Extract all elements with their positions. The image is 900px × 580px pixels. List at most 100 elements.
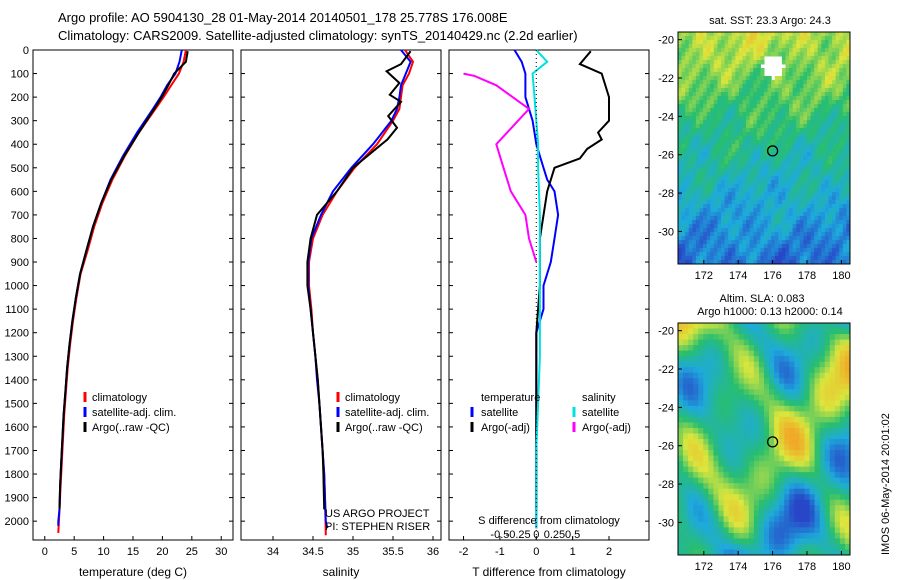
- map-cell: [703, 236, 708, 241]
- map-cell: [767, 124, 772, 129]
- map-cell: [758, 532, 765, 539]
- map-cell: [846, 44, 851, 49]
- map-cell: [683, 439, 689, 446]
- map-cell: [731, 88, 736, 93]
- map-cell: [824, 164, 829, 169]
- map-cell: [824, 48, 829, 53]
- map-cell: [799, 439, 805, 446]
- map-cell: [804, 323, 811, 330]
- map-cell: [735, 188, 740, 193]
- x-tick-label: -2: [459, 546, 469, 558]
- salinity-panel-frame: [240, 49, 442, 541]
- map-cell: [699, 112, 704, 117]
- map-cell: [708, 455, 714, 462]
- map-cell: [760, 260, 765, 265]
- map-cell: [699, 72, 704, 77]
- map-cell: [832, 232, 837, 237]
- map-cell: [844, 532, 851, 539]
- map-cell: [760, 188, 765, 193]
- map-cell: [839, 252, 844, 257]
- map-cell: [758, 494, 765, 501]
- map-cell: [753, 36, 758, 41]
- map-cell: [678, 472, 684, 479]
- map-cell: [717, 60, 722, 65]
- map-cell: [681, 32, 686, 37]
- map-cell: [842, 68, 847, 73]
- map-cell: [803, 108, 808, 113]
- map-cell: [803, 236, 808, 241]
- map-cell: [778, 132, 783, 137]
- map-cell: [738, 433, 745, 440]
- map-cell: [839, 52, 844, 57]
- map-cell: [692, 36, 697, 41]
- map-cell: [771, 136, 776, 141]
- map-cell: [746, 96, 751, 101]
- map-cell: [809, 427, 816, 434]
- map-cell: [778, 220, 783, 225]
- map-cell: [728, 52, 733, 57]
- map-cell: [703, 164, 708, 169]
- map-cell: [839, 240, 844, 245]
- map-cell: [764, 204, 769, 209]
- map-cell: [718, 405, 725, 412]
- map-cell: [817, 208, 822, 213]
- map-cell: [799, 116, 804, 121]
- map-cell: [799, 350, 805, 357]
- map-cell: [821, 144, 826, 149]
- map-y-tick-label: -28: [658, 188, 674, 200]
- map-cell: [774, 48, 779, 53]
- map-cell: [735, 96, 740, 101]
- map-cell: [733, 477, 740, 484]
- map-cell: [698, 532, 704, 539]
- map-cell: [781, 80, 786, 85]
- map-cell: [717, 196, 722, 201]
- map-cell: [760, 172, 765, 177]
- map-cell: [753, 455, 760, 462]
- map-cell: [834, 416, 841, 423]
- map-cell: [760, 144, 765, 149]
- map-cell: [743, 422, 750, 429]
- map-cell: [799, 72, 804, 77]
- map-cell: [703, 405, 709, 412]
- map-cell: [764, 76, 769, 81]
- map-cell: [742, 52, 747, 57]
- map-cell: [821, 104, 826, 109]
- map-cell: [713, 516, 719, 523]
- map-cell: [688, 427, 694, 434]
- map-cell: [685, 232, 690, 237]
- map-cell: [738, 483, 745, 490]
- map-cell: [738, 477, 745, 484]
- map-cell: [821, 148, 826, 153]
- map-cell: [779, 450, 785, 457]
- map-cell: [794, 405, 800, 412]
- map-cell: [693, 444, 699, 451]
- map-cell: [839, 494, 846, 501]
- map-cell: [834, 499, 841, 506]
- map-cell: [738, 439, 745, 446]
- map-cell: [828, 36, 833, 41]
- map-cell: [692, 132, 697, 137]
- map-cell: [753, 168, 758, 173]
- map-cell: [746, 164, 751, 169]
- map-cell: [819, 549, 826, 556]
- map-cell: [749, 140, 754, 145]
- map-cell: [824, 232, 829, 237]
- map-cell: [688, 505, 694, 512]
- map-cell: [678, 92, 683, 97]
- map-cell: [834, 389, 841, 396]
- map-cell: [796, 228, 801, 233]
- map-cell: [785, 140, 790, 145]
- map-cell: [821, 180, 826, 185]
- map-cell: [771, 256, 776, 261]
- map-cell: [803, 68, 808, 73]
- map-cell: [821, 260, 826, 265]
- map-cell: [758, 483, 765, 490]
- map-cell: [746, 80, 751, 85]
- map-cell: [683, 499, 689, 506]
- map-cell: [834, 483, 841, 490]
- y-tick-label: 700: [11, 210, 29, 222]
- map-cell: [738, 236, 743, 241]
- map-cell: [781, 112, 786, 117]
- map-cell: [703, 176, 708, 181]
- map-cell: [713, 383, 719, 390]
